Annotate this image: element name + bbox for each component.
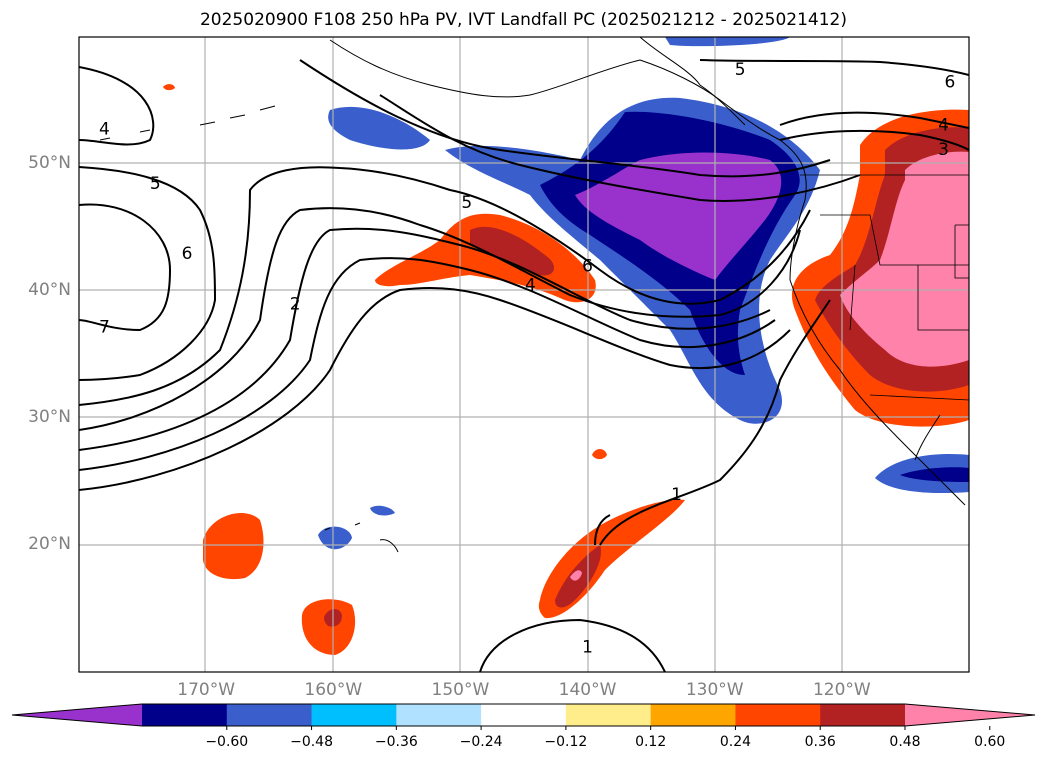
colorbar-tick-label: −0.60 — [205, 734, 249, 750]
colorbar-swatch — [142, 704, 228, 726]
figure-title: 2025020900 F108 250 hPa PV, IVT Landfall… — [199, 10, 847, 30]
colorbar-tick-label: −0.36 — [374, 734, 418, 750]
contour-label: 6 — [582, 257, 593, 277]
colorbar-tick-label: 0.24 — [719, 734, 752, 750]
lat-label: 20°N — [28, 534, 71, 554]
colorbar-tick-label: 0.12 — [635, 734, 667, 750]
lon-label: 130°W — [685, 680, 744, 700]
lon-label: 120°W — [812, 680, 871, 700]
colorbar-swatch — [226, 704, 313, 726]
contour-label: 5 — [735, 60, 746, 80]
political-borders — [800, 174, 969, 401]
gridlines — [79, 37, 969, 672]
colorbar-tick-label: −0.48 — [290, 734, 333, 750]
colorbar-swatch — [820, 704, 906, 726]
contour-labels: 4 5 6 7 2 5 4 6 5 6 4 3 1 1 — [99, 60, 956, 658]
colorbar-extend-low — [12, 704, 142, 726]
colorbar-tick-label: −0.24 — [459, 734, 503, 750]
colorbar-tick-label: −0.12 — [544, 734, 588, 750]
lon-label: 160°W — [304, 680, 363, 700]
colorbar-swatch — [650, 704, 736, 726]
contour-label: 1 — [671, 485, 682, 505]
contour-label: 7 — [99, 318, 110, 338]
contour-label: 4 — [525, 276, 536, 296]
colorbar-swatch — [481, 704, 567, 726]
lon-label: 140°W — [558, 680, 617, 700]
contour-label: 1 — [582, 638, 593, 658]
contour-label: 4 — [99, 119, 110, 139]
contour-label: 6 — [945, 72, 956, 92]
colorbar-swatch — [735, 704, 821, 726]
map-frame — [78, 36, 970, 673]
colorbar-extend-high — [905, 704, 1035, 726]
colorbar-tick-label: 0.48 — [889, 734, 921, 750]
lat-label: 50°N — [28, 153, 71, 173]
contour-label: 2 — [290, 295, 301, 315]
lat-label: 40°N — [28, 280, 71, 300]
map-area: 4 5 6 7 2 5 4 6 5 6 4 3 1 1 — [79, 37, 969, 672]
pv-contours — [79, 59, 969, 672]
contour-label: 5 — [461, 193, 472, 213]
colorbar-swatch — [396, 704, 482, 726]
coastlines — [99, 37, 966, 553]
colorbar-tick-label: 0.36 — [804, 734, 836, 750]
colorbar-swatch — [565, 704, 652, 726]
contour-label: 5 — [150, 174, 161, 194]
colorbar-tick-label: 0.60 — [974, 734, 1006, 750]
contour-label: 6 — [182, 244, 193, 264]
lat-label: 30°N — [28, 407, 71, 427]
contour-label: 4 — [938, 116, 949, 136]
colorbar-swatch — [311, 704, 397, 726]
colorbar-outline — [11, 703, 1036, 727]
colorbar — [11, 703, 1036, 730]
lon-label: 150°W — [431, 680, 490, 700]
lon-label: 170°W — [177, 680, 236, 700]
contour-label: 3 — [938, 140, 949, 160]
